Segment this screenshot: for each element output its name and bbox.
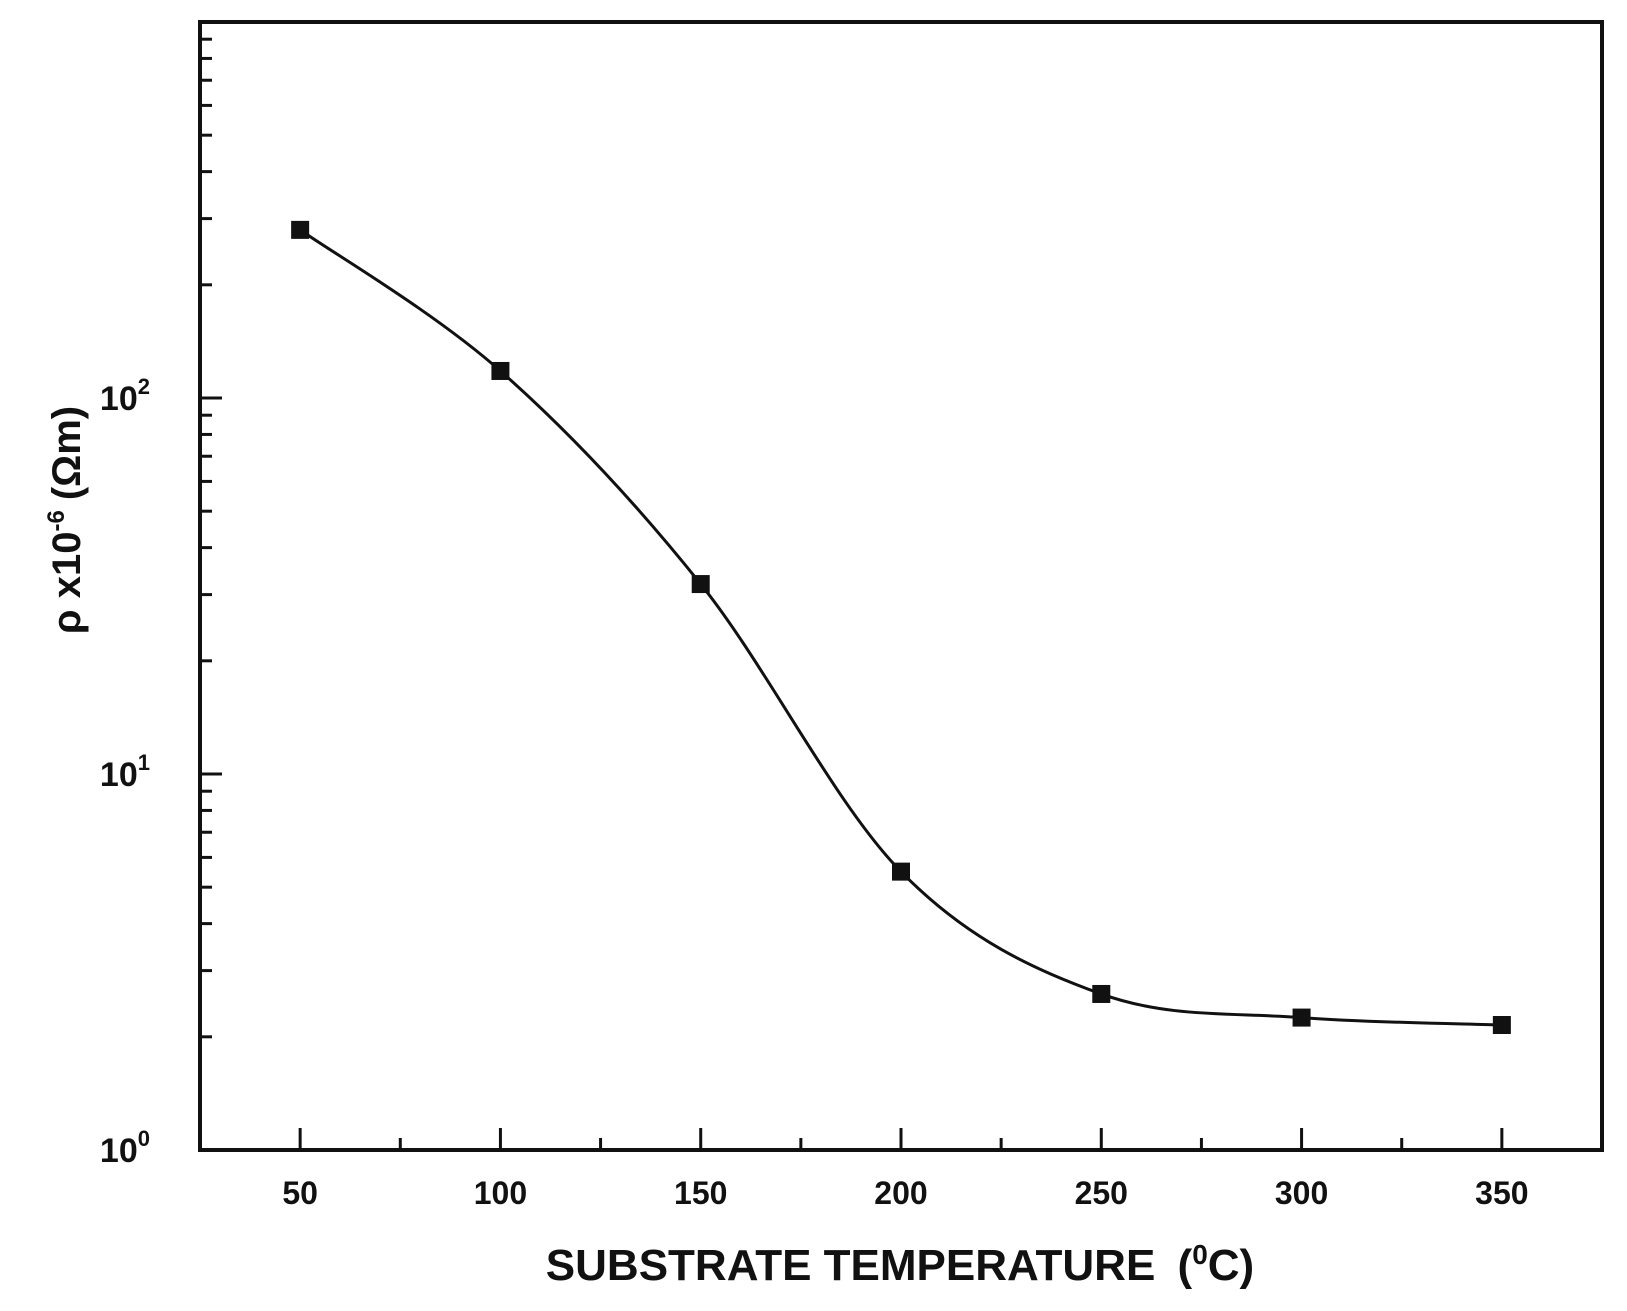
data-point-marker [1492, 1016, 1511, 1035]
x-axis-unit-superscript: 0 [1192, 1239, 1208, 1270]
x-tick-label: 250 [1075, 1175, 1128, 1211]
data-point-marker [491, 361, 510, 380]
y-axis-title-text: ρ x10 [45, 532, 89, 635]
data-point-marker [691, 575, 710, 594]
y-tick-label: 100 [100, 1126, 150, 1170]
x-axis-title-text: SUBSTRATE TEMPERATURE [546, 1241, 1156, 1290]
series-markers [291, 220, 1511, 1035]
data-point-marker [1292, 1008, 1311, 1027]
y-axis-unit: (Ωm) [45, 406, 89, 500]
x-tick-label: 150 [674, 1175, 727, 1211]
y-axis-title-exponent: -6 [43, 510, 70, 531]
y-axis-title: ρ x10-6 (Ωm) [43, 406, 89, 634]
x-tick-label: 100 [474, 1175, 527, 1211]
y-tick-label: 101 [100, 750, 150, 794]
plot-frame [198, 20, 1604, 1152]
y-axis-ticks: 100 101 102 [100, 37, 222, 1170]
x-axis-ticks: 50 100 150 200 250 300 350 [282, 1128, 1529, 1211]
x-tick-label: 200 [874, 1175, 927, 1211]
x-tick-label: 50 [282, 1175, 318, 1211]
x-axis-title: SUBSTRATE TEMPERATURE (0C) [546, 1239, 1254, 1290]
data-point-marker [291, 220, 310, 239]
data-point-marker [892, 862, 910, 881]
series-line [299, 228, 1502, 1027]
x-axis-unit: C [1208, 1241, 1240, 1290]
data-point-marker [1092, 984, 1111, 1003]
x-tick-label: 300 [1275, 1175, 1328, 1211]
y-tick-label: 102 [100, 374, 150, 418]
x-tick-label: 350 [1475, 1175, 1528, 1211]
